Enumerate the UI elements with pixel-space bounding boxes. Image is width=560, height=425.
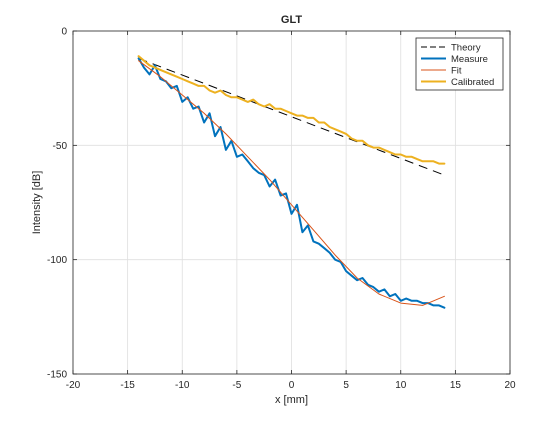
legend-label: Measure (451, 54, 488, 65)
ticks: -20 -15 -10 -5 0 5 10 15 200-50-100-150 (47, 27, 516, 392)
x-tick-label: 20 (504, 380, 516, 391)
series-line-theory (138, 57, 445, 176)
y-tick-label: -100 (47, 255, 67, 266)
y-tick-label: -50 (53, 141, 68, 152)
y-tick-label: 0 (61, 27, 67, 38)
x-tick-label: -20 (66, 380, 81, 391)
series-line-calibrated (137, 55, 446, 165)
legend-label: Fit (451, 66, 462, 77)
legend-label: Calibrated (451, 77, 494, 88)
x-tick-label: 0 (289, 380, 295, 391)
y-tick-label: -150 (47, 370, 67, 381)
x-tick-label: 10 (395, 380, 407, 391)
x-tick-label: -5 (232, 380, 241, 391)
series-line-fit (138, 60, 445, 306)
y-axis-label: Intensity [dB] (31, 171, 43, 235)
series-group (137, 55, 446, 309)
x-tick-label: -10 (175, 380, 190, 391)
x-axis-label: x [mm] (275, 394, 308, 406)
x-tick-label: -15 (120, 380, 135, 391)
chart-title: GLT (281, 14, 302, 26)
legend-label: Theory (451, 43, 481, 54)
x-tick-label: 5 (343, 380, 349, 391)
x-tick-label: 15 (450, 380, 462, 391)
